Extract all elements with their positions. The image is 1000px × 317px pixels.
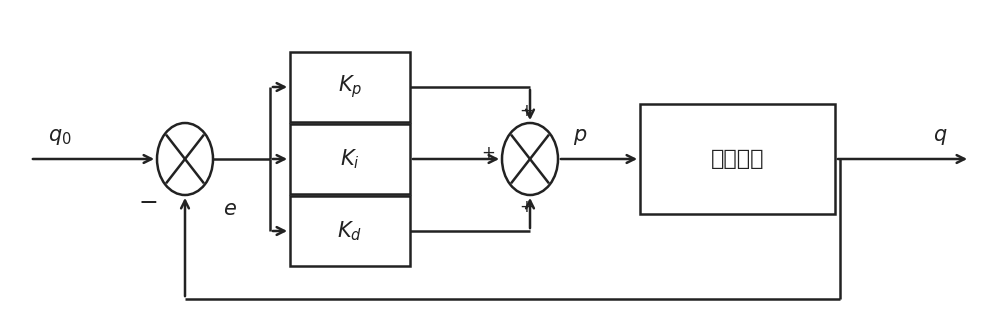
- Text: $q_0$: $q_0$: [48, 127, 72, 147]
- Ellipse shape: [502, 123, 558, 195]
- Text: $K_p$: $K_p$: [338, 74, 362, 100]
- Text: $p$: $p$: [573, 127, 587, 147]
- Text: $+$: $+$: [519, 102, 533, 120]
- Text: $+$: $+$: [481, 144, 495, 162]
- Ellipse shape: [157, 123, 213, 195]
- Text: $q$: $q$: [933, 127, 947, 147]
- Text: $e$: $e$: [223, 199, 237, 219]
- Text: 控制目标: 控制目标: [711, 149, 764, 169]
- Bar: [290, 124, 410, 194]
- Text: $-$: $-$: [138, 189, 158, 213]
- Bar: [290, 52, 410, 122]
- Text: $K_i$: $K_i$: [340, 147, 360, 171]
- Bar: [290, 196, 410, 266]
- Text: $+$: $+$: [519, 198, 533, 216]
- Text: $K_d$: $K_d$: [337, 219, 363, 243]
- Bar: [640, 104, 835, 214]
